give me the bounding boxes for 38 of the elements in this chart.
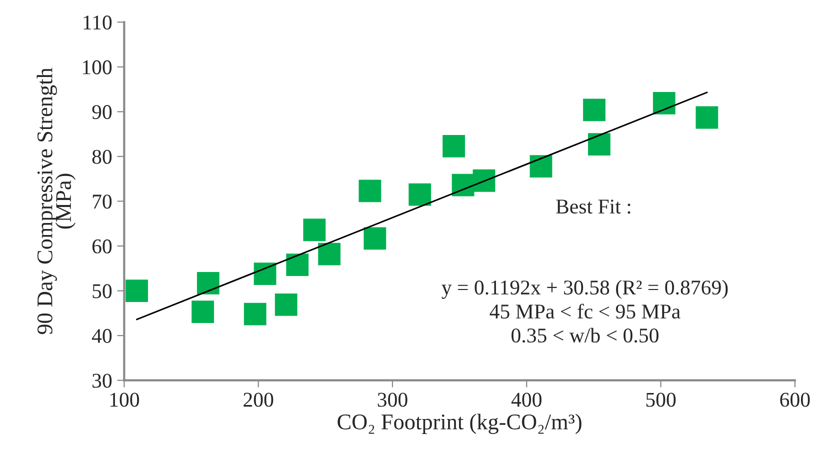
y-tick-label: 70 — [92, 194, 112, 209]
y-tick-label: 40 — [92, 328, 112, 343]
point — [408, 183, 432, 206]
x-tick-label: 500 — [646, 392, 676, 407]
point — [318, 242, 340, 266]
point — [472, 169, 496, 192]
point — [126, 280, 148, 302]
x-axis-title: CO₂ Footprint (kg-CO₂/m³) — [338, 414, 582, 434]
annotation: y = 0.1192x + 30.58 (R² = 0.8769) 45 MPa < fc < 95 MPa 0.35 < w/b < 0.50 — [442, 280, 728, 343]
point — [652, 92, 676, 114]
x-tick-label: 400 — [511, 392, 542, 407]
point — [588, 133, 610, 156]
y-tick-label: 90 — [92, 105, 112, 120]
x-tick-label: 600 — [780, 392, 810, 407]
x-tick-label: 300 — [378, 392, 408, 407]
point — [286, 254, 309, 276]
point — [696, 106, 718, 129]
annotation: Best Fit : — [556, 200, 630, 214]
x-tick-label: 200 — [244, 392, 274, 407]
y-tick-label: 50 — [92, 284, 112, 298]
point — [364, 227, 386, 250]
point — [274, 293, 298, 316]
y-tick-label: 110 — [84, 16, 112, 30]
point — [583, 98, 606, 122]
point — [358, 180, 382, 202]
point — [244, 302, 266, 326]
x-tick-label: 100 — [110, 392, 140, 407]
point — [192, 300, 214, 324]
y-tick-label: 100 — [82, 60, 112, 74]
y-tick-label: 60 — [92, 239, 112, 254]
point — [254, 262, 276, 285]
point — [303, 218, 326, 242]
y-tick-label: 30 — [92, 374, 112, 388]
point — [196, 272, 220, 294]
point — [442, 134, 465, 158]
y-axis-title: 90 Day Compressive Strength (MPa) — [36, 68, 76, 334]
point — [530, 155, 552, 178]
y-tick-label: 80 — [92, 150, 112, 164]
